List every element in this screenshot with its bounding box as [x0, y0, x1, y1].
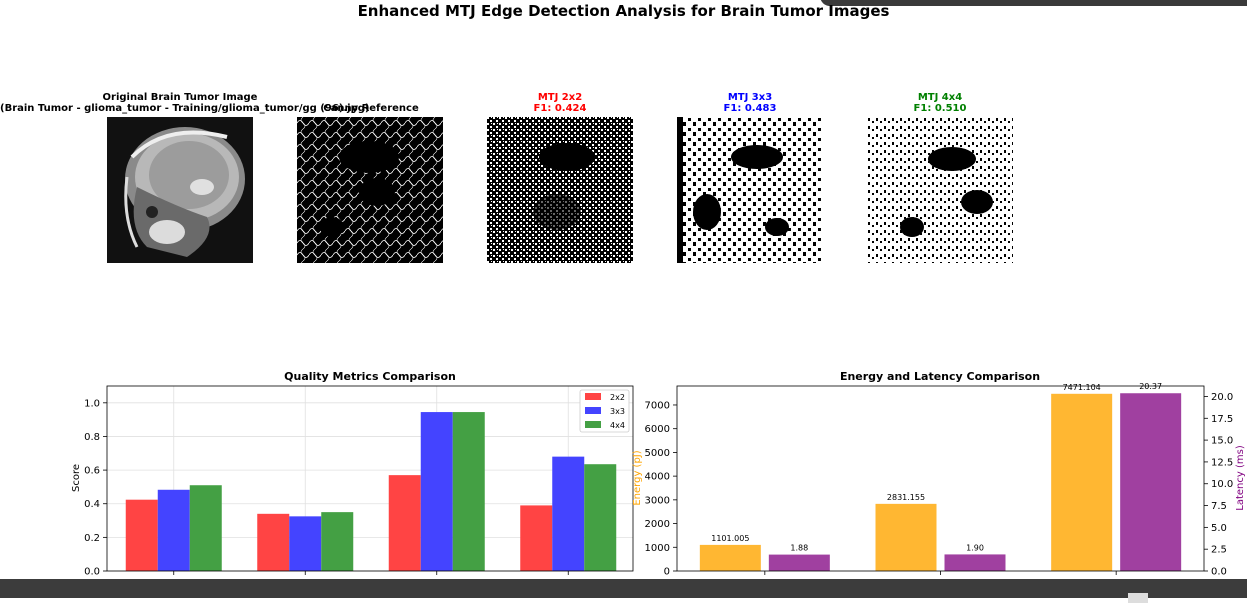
mtj-4x4-image	[867, 117, 1013, 263]
latency-bar-label: 20.37	[1139, 382, 1162, 391]
energy-y-tick-label: 0	[664, 567, 670, 578]
quality-y-tick-label: 0.0	[84, 567, 100, 578]
energy-bar	[1051, 393, 1113, 571]
energy-chart-title: Energy and Latency Comparison	[840, 370, 1040, 383]
canny-reference-image	[297, 117, 443, 263]
figure-suptitle: Enhanced MTJ Edge Detection Analysis for…	[357, 2, 890, 20]
original-image-title-line2: (Brain Tumor - glioma_tumor - Training/g…	[0, 103, 370, 114]
quality-bar-3x3	[420, 412, 453, 571]
latency-y-label: Latency (ms)	[1235, 445, 1246, 511]
energy-bar-label: 7471.104	[1063, 383, 1101, 392]
quality-y-tick-label: 0.2	[84, 533, 100, 544]
latency-y-tick-label: 7.5	[1211, 501, 1227, 512]
latency-y-tick-label: 10.0	[1211, 479, 1233, 490]
original-brain-image	[107, 117, 253, 263]
latency-bar	[944, 554, 1006, 571]
energy-y-tick-label: 5000	[645, 448, 670, 459]
mtj-4x4-f1-score: F1: 0.510	[913, 103, 967, 114]
energy-latency-bars: 1101.005 1.88 2831.155 1.90 7471.104 20.37	[699, 382, 1182, 571]
quality-bar-4x4	[189, 485, 222, 571]
energy-bar	[875, 503, 937, 571]
quality-metrics-chart: Quality Metrics Comparison 0.00.20.40.60…	[71, 370, 634, 578]
mtj-2x2-title-line1: MTJ 2x2	[537, 92, 583, 103]
latency-y-tick-label: 20.0	[1211, 392, 1233, 403]
quality-bar-2x2	[125, 499, 158, 571]
energy-y-tick-label: 3000	[645, 495, 670, 506]
energy-latency-chart: Energy and Latency Comparison 1101.005 1.…	[632, 370, 1246, 578]
quality-bar-4x4	[321, 512, 354, 571]
quality-x-ticks	[173, 571, 569, 575]
legend-label-3x3: 3x3	[610, 407, 625, 416]
latency-y-ticks: 0.0 2.5 5.0 7.5 10.0 12.5 15.0 17.5 20.0	[1204, 392, 1233, 578]
quality-bar-2x2	[520, 505, 553, 571]
mtj-3x3-title: MTJ 3x3 F1: 0.483	[677, 92, 823, 114]
energy-y-ticks: 0 1000 2000 3000 4000 5000 6000 7000	[645, 400, 677, 578]
quality-bar-3x3	[552, 456, 585, 571]
taskbar-icon	[1128, 593, 1148, 603]
legend-swatch-4x4	[585, 421, 601, 428]
energy-y-tick-label: 4000	[645, 472, 670, 483]
energy-y-tick-label: 6000	[645, 424, 670, 435]
latency-y-tick-label: 17.5	[1211, 414, 1233, 425]
latency-y-tick-label: 12.5	[1211, 457, 1233, 468]
mtj-4x4-title-line1: MTJ 4x4	[917, 92, 963, 103]
latency-bar	[1120, 393, 1182, 571]
energy-y-label: Energy (pJ)	[632, 450, 643, 505]
taskbar	[0, 579, 1247, 603]
original-image-title-line1: Original Brain Tumor Image	[102, 92, 258, 103]
quality-y-tick-label: 1.0	[84, 398, 100, 409]
latency-bar-label: 1.90	[966, 543, 984, 552]
mtj-2x2-image	[487, 117, 633, 263]
quality-y-ticks: 0.0 0.2 0.4 0.6 0.8 1.0	[84, 398, 107, 578]
latency-y-tick-label: 0.0	[1211, 567, 1227, 578]
legend-label-4x4: 4x4	[610, 421, 625, 430]
energy-bar-label: 1101.005	[711, 534, 749, 543]
latency-y-tick-label: 15.0	[1211, 436, 1233, 447]
mtj-4x4-title: MTJ 4x4 F1: 0.510	[867, 92, 1013, 114]
quality-y-tick-label: 0.4	[84, 499, 100, 510]
mtj-2x2-title: MTJ 2x2 F1: 0.424	[487, 92, 633, 114]
window-top-bar	[820, 0, 1247, 6]
energy-y-tick-label: 2000	[645, 519, 670, 530]
quality-bar-2x2	[257, 513, 290, 571]
quality-bar-4x4	[452, 412, 485, 571]
energy-x-ticks	[764, 571, 1117, 575]
quality-y-label: Score	[71, 464, 82, 492]
original-image-title: Original Brain Tumor Image (Brain Tumor …	[0, 92, 370, 114]
quality-chart-title: Quality Metrics Comparison	[284, 370, 456, 383]
energy-bar-label: 2831.155	[887, 493, 925, 502]
energy-bar	[699, 544, 761, 571]
canny-title: Canny Reference	[323, 103, 419, 114]
mtj-3x3-f1-score: F1: 0.483	[723, 103, 777, 114]
quality-plot-frame	[106, 385, 634, 572]
latency-y-tick-label: 2.5	[1211, 545, 1227, 556]
quality-bars	[125, 412, 617, 571]
quality-bar-2x2	[388, 475, 421, 571]
quality-bar-3x3	[289, 516, 322, 571]
latency-bar-label: 1.88	[790, 544, 808, 553]
quality-bar-4x4	[584, 464, 617, 571]
latency-y-tick-label: 5.0	[1211, 523, 1227, 534]
quality-bar-3x3	[157, 489, 190, 571]
latency-bar	[768, 554, 830, 571]
legend-swatch-2x2	[585, 393, 601, 400]
quality-y-tick-label: 0.8	[84, 432, 100, 443]
mtj-3x3-image	[677, 117, 823, 263]
quality-y-tick-label: 0.6	[84, 466, 100, 477]
legend-label-2x2: 2x2	[610, 393, 625, 402]
energy-y-tick-label: 7000	[645, 400, 670, 411]
quality-legend: 2x2 3x3 4x4	[579, 389, 630, 433]
energy-y-tick-label: 1000	[645, 543, 670, 554]
mtj-3x3-title-line1: MTJ 3x3	[727, 92, 773, 103]
legend-swatch-3x3	[585, 407, 601, 414]
mtj-2x2-f1-score: F1: 0.424	[533, 103, 587, 114]
